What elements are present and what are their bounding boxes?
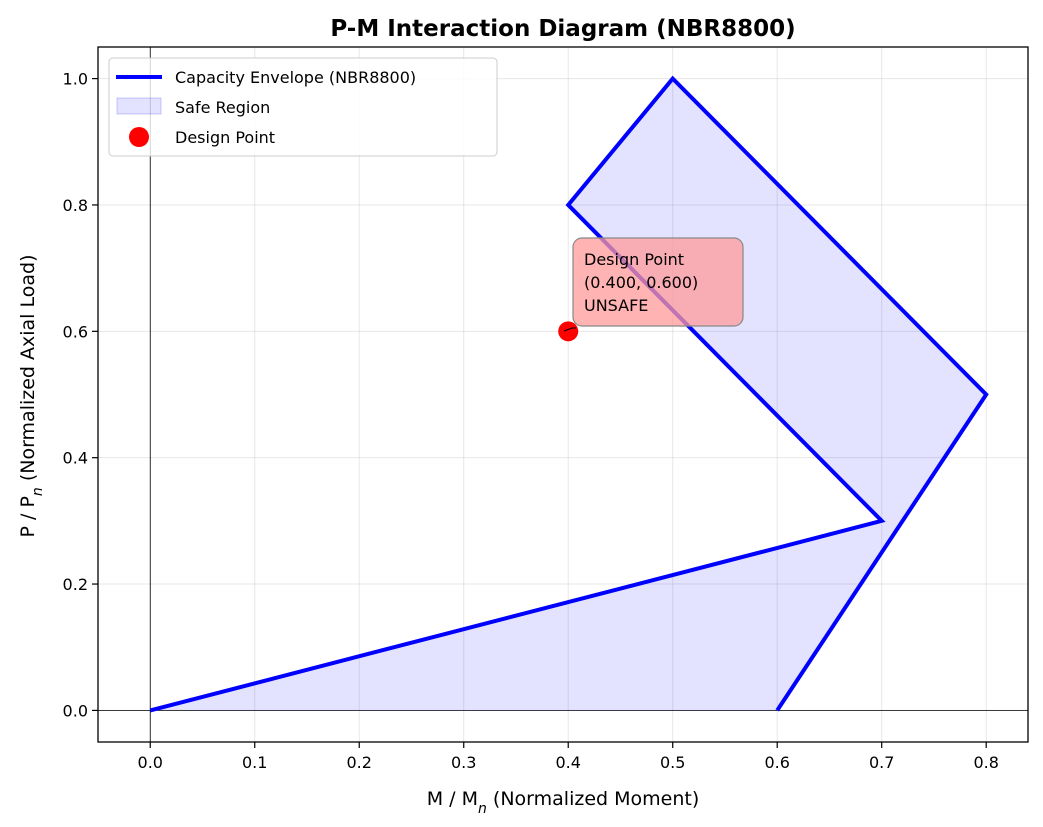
y-axis-ticks: 0.0 0.2 0.4 0.6 0.8 1.0 <box>63 70 98 720</box>
x-axis-ticks: 0.0 0.1 0.2 0.3 0.4 0.5 0.6 0.7 0.8 <box>138 742 999 772</box>
legend-fill-swatch <box>116 97 162 115</box>
y-tick-label: 0.2 <box>63 575 88 594</box>
plot-area <box>98 47 1028 742</box>
safe-region-fill <box>150 78 987 711</box>
y-tick-label: 0.0 <box>63 701 88 720</box>
x-tick-label: 0.6 <box>764 753 789 772</box>
legend-label-safe-region: Safe Region <box>175 98 270 117</box>
y-axis-label: P / Pn (Normalized Axial Load) <box>17 255 46 538</box>
capacity-envelope-line <box>149 75 989 713</box>
x-tick-label: 0.0 <box>138 753 163 772</box>
series-layer <box>149 75 989 713</box>
legend: Capacity Envelope (NBR8800) Safe Region … <box>108 57 498 157</box>
x-tick-label: 0.7 <box>869 753 894 772</box>
x-tick-label: 0.8 <box>973 753 998 772</box>
y-tick-label: 1.0 <box>63 70 88 89</box>
x-tick-label: 0.1 <box>242 753 267 772</box>
x-tick-label: 0.4 <box>555 753 580 772</box>
plot-frame <box>97 46 1029 743</box>
annotation-line-3: UNSAFE <box>584 296 648 315</box>
zero-lines <box>98 47 1028 742</box>
y-tick-label: 0.6 <box>63 322 88 341</box>
design-point-marker <box>558 321 579 342</box>
design-point-annotation: Design Point (0.400, 0.600) UNSAFE <box>563 237 744 332</box>
annotation-line-1: Design Point <box>584 250 684 269</box>
legend-label-envelope: Capacity Envelope (NBR8800) <box>175 68 416 87</box>
y-tick-label: 0.4 <box>63 449 88 468</box>
annotation-arrow <box>563 327 576 332</box>
x-tick-label: 0.2 <box>347 753 372 772</box>
legend-box <box>108 57 498 157</box>
chart-title: P-M Interaction Diagram (NBR8800) <box>330 16 795 42</box>
annotation-line-2: (0.400, 0.600) <box>584 273 698 292</box>
y-tick-label: 0.8 <box>63 196 88 215</box>
grid <box>98 47 1028 742</box>
x-tick-label: 0.5 <box>660 753 685 772</box>
annotation-box <box>572 237 744 327</box>
legend-marker-swatch <box>129 127 149 147</box>
x-axis-label: M / Mn (Normalized Moment) <box>427 788 700 817</box>
legend-label-design-point: Design Point <box>175 128 275 147</box>
x-tick-label: 0.3 <box>451 753 476 772</box>
